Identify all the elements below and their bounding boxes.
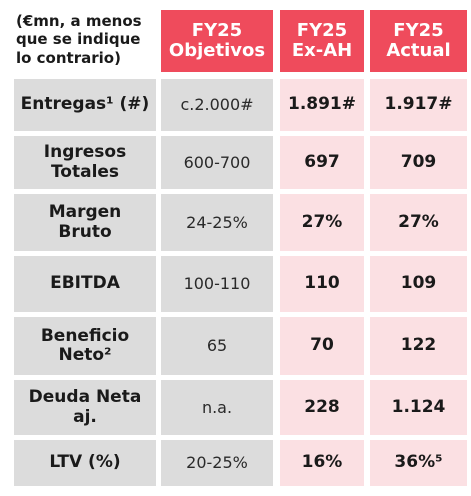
row-label-ltv: LTV (%)	[14, 440, 156, 486]
cell-actual-beneficio-neto: 122	[370, 317, 467, 375]
cell-actual-deuda-neta: 1.124	[370, 380, 467, 435]
cell-objetivo-entregas: c.2.000#	[161, 79, 273, 131]
row-label-ebitda: EBITDA	[14, 256, 156, 312]
cell-objetivo-ingresos: 600-700	[161, 136, 273, 189]
cell-objetivo-beneficio-neto: 65	[161, 317, 273, 375]
row-label-ingresos: Ingresos Totales	[14, 136, 156, 189]
header-actual: FY25 Actual	[370, 10, 467, 72]
cell-ex-ah-entregas: 1.891#	[280, 79, 364, 131]
units-note: (€mn, a menos que se indique lo contrari…	[16, 12, 142, 67]
cell-ex-ah-ltv: 16%	[280, 440, 364, 486]
cell-ex-ah-ingresos: 697	[280, 136, 364, 189]
cell-actual-entregas: 1.917#	[370, 79, 467, 131]
cell-objetivo-margen-bruto: 24-25%	[161, 194, 273, 251]
cell-objetivo-deuda-neta: n.a.	[161, 380, 273, 435]
header-ex-ah: FY25 Ex-AH	[280, 10, 364, 72]
cell-ex-ah-ebitda: 110	[280, 256, 364, 312]
cell-ex-ah-beneficio-neto: 70	[280, 317, 364, 375]
row-label-entregas: Entregas¹ (#)	[14, 79, 156, 131]
cell-objetivo-ebitda: 100-110	[161, 256, 273, 312]
cell-objetivo-ltv: 20-25%	[161, 440, 273, 486]
row-label-deuda-neta: Deuda Neta aj.	[14, 380, 156, 435]
cell-actual-ingresos: 709	[370, 136, 467, 189]
header-objetivos: FY25 Objetivos	[161, 10, 273, 72]
row-label-margen-bruto: Margen Bruto	[14, 194, 156, 251]
row-label-beneficio-neto: Beneficio Neto²	[14, 317, 156, 375]
cell-actual-ebitda: 109	[370, 256, 467, 312]
cell-actual-ltv: 36%⁵	[370, 440, 467, 486]
cell-ex-ah-deuda-neta: 228	[280, 380, 364, 435]
cell-ex-ah-margen-bruto: 27%	[280, 194, 364, 251]
cell-actual-margen-bruto: 27%	[370, 194, 467, 251]
